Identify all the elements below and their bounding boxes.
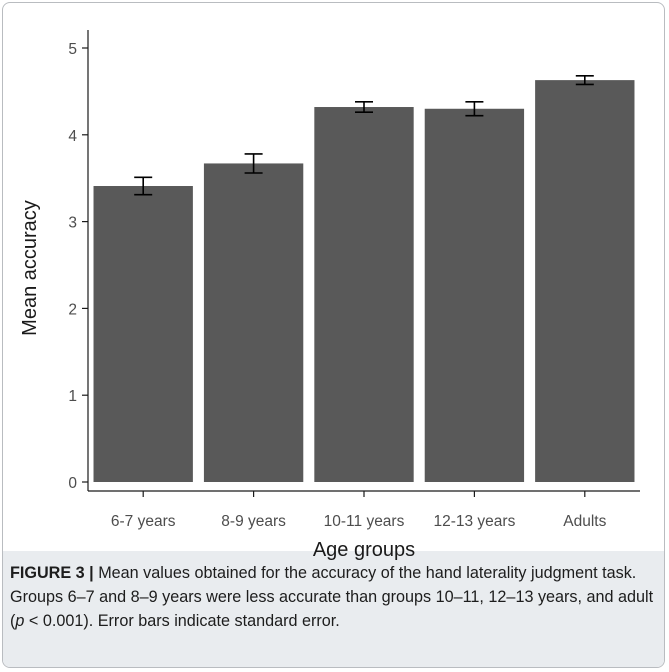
- y-tick-label-5: 5: [68, 41, 77, 58]
- error-bars-group: [134, 74, 594, 196]
- y-ticks-group: 0 1 2 3 4 5: [68, 41, 88, 492]
- caption-label: FIGURE 3: [10, 564, 85, 582]
- x-tick-label-4: Adults: [563, 513, 606, 530]
- x-tick-label-3: 12-13 years: [433, 513, 515, 530]
- caption-separator: |: [84, 564, 99, 582]
- y-tick-label-2: 2: [68, 301, 77, 318]
- bar-2: [314, 107, 414, 483]
- y-tick-label-4: 4: [68, 128, 77, 145]
- bar-1: [203, 163, 304, 482]
- y-axis-title: Mean accuracy: [19, 200, 41, 336]
- y-tick-label-1: 1: [68, 388, 77, 405]
- y-tick-label-0: 0: [68, 475, 77, 492]
- bars-group: [93, 80, 635, 483]
- caption-background: [3, 551, 664, 667]
- caption-text: Mean values obtained for the accuracy of…: [10, 564, 654, 630]
- x-tick-label-0: 6-7 years: [111, 513, 176, 530]
- x-tick-label-1: 8-9 years: [221, 513, 286, 530]
- bar-4: [535, 80, 635, 482]
- bar-0: [93, 186, 193, 482]
- bar-3: [424, 108, 525, 482]
- figure-caption: FIGURE 3 | Mean values obtained for the …: [10, 561, 655, 633]
- y-tick-label-3: 3: [68, 215, 77, 232]
- x-axis-title: Age groups: [313, 539, 415, 561]
- x-tick-label-2: 10-11 years: [324, 513, 405, 530]
- x-ticks-group: 6-7 years 8-9 years 10-11 years 12-13 years…: [111, 491, 607, 530]
